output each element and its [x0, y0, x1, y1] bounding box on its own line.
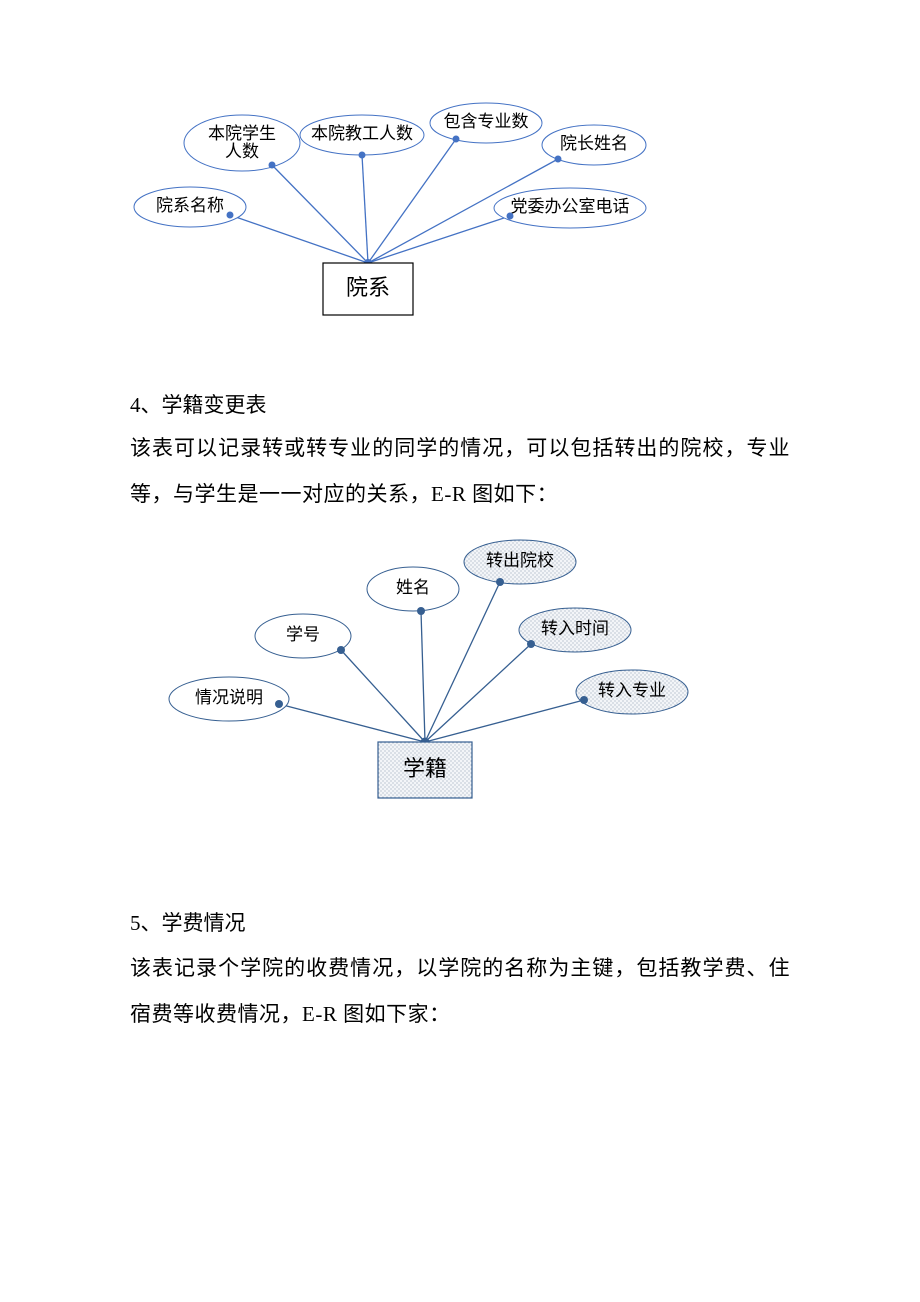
svg-text:本院学生: 本院学生 — [208, 124, 276, 143]
svg-text:学号: 学号 — [286, 625, 320, 644]
svg-text:情况说明: 情况说明 — [195, 688, 263, 707]
svg-text:人数: 人数 — [225, 142, 259, 161]
section-5-body: 该表记录个学院的收费情况，以学院的名称为主键，包括教学费、住宿费等收费情况，E-… — [130, 945, 790, 1037]
svg-text:院系: 院系 — [346, 275, 390, 300]
svg-text:姓名: 姓名 — [396, 578, 430, 597]
svg-text:本院教工人数: 本院教工人数 — [311, 124, 413, 143]
page: 院系名称 本院学生人数 本院教工人数 包含专业数院长姓名党委办公室电话院系 4、学籍变… — [0, 0, 920, 1302]
svg-text:包含专业数: 包含专业数 — [444, 112, 529, 131]
svg-text:院系名称: 院系名称 — [156, 196, 224, 215]
svg-text:转入专业: 转入专业 — [598, 681, 666, 700]
er-diagram-department: 院系名称 本院学生人数 本院教工人数 包含专业数院长姓名党委办公室电话院系 — [0, 0, 920, 340]
svg-text:转出院校: 转出院校 — [486, 551, 554, 570]
section-4-body: 该表可以记录转或转专业的同学的情况，可以包括转出的院校，专业等，与学生是一一对应… — [130, 425, 790, 517]
section-4-heading: 4、学籍变更表 — [130, 382, 267, 428]
svg-text:党委办公室电话: 党委办公室电话 — [511, 197, 630, 216]
er-diagram-enrollment: 情况说明 学号 姓名 转出院校转入时间转入专业学籍 — [0, 510, 920, 850]
svg-text:转入时间: 转入时间 — [541, 619, 609, 638]
svg-text:学籍: 学籍 — [403, 756, 447, 781]
section-5-heading: 5、学费情况 — [130, 900, 246, 946]
svg-text:院长姓名: 院长姓名 — [560, 134, 628, 153]
